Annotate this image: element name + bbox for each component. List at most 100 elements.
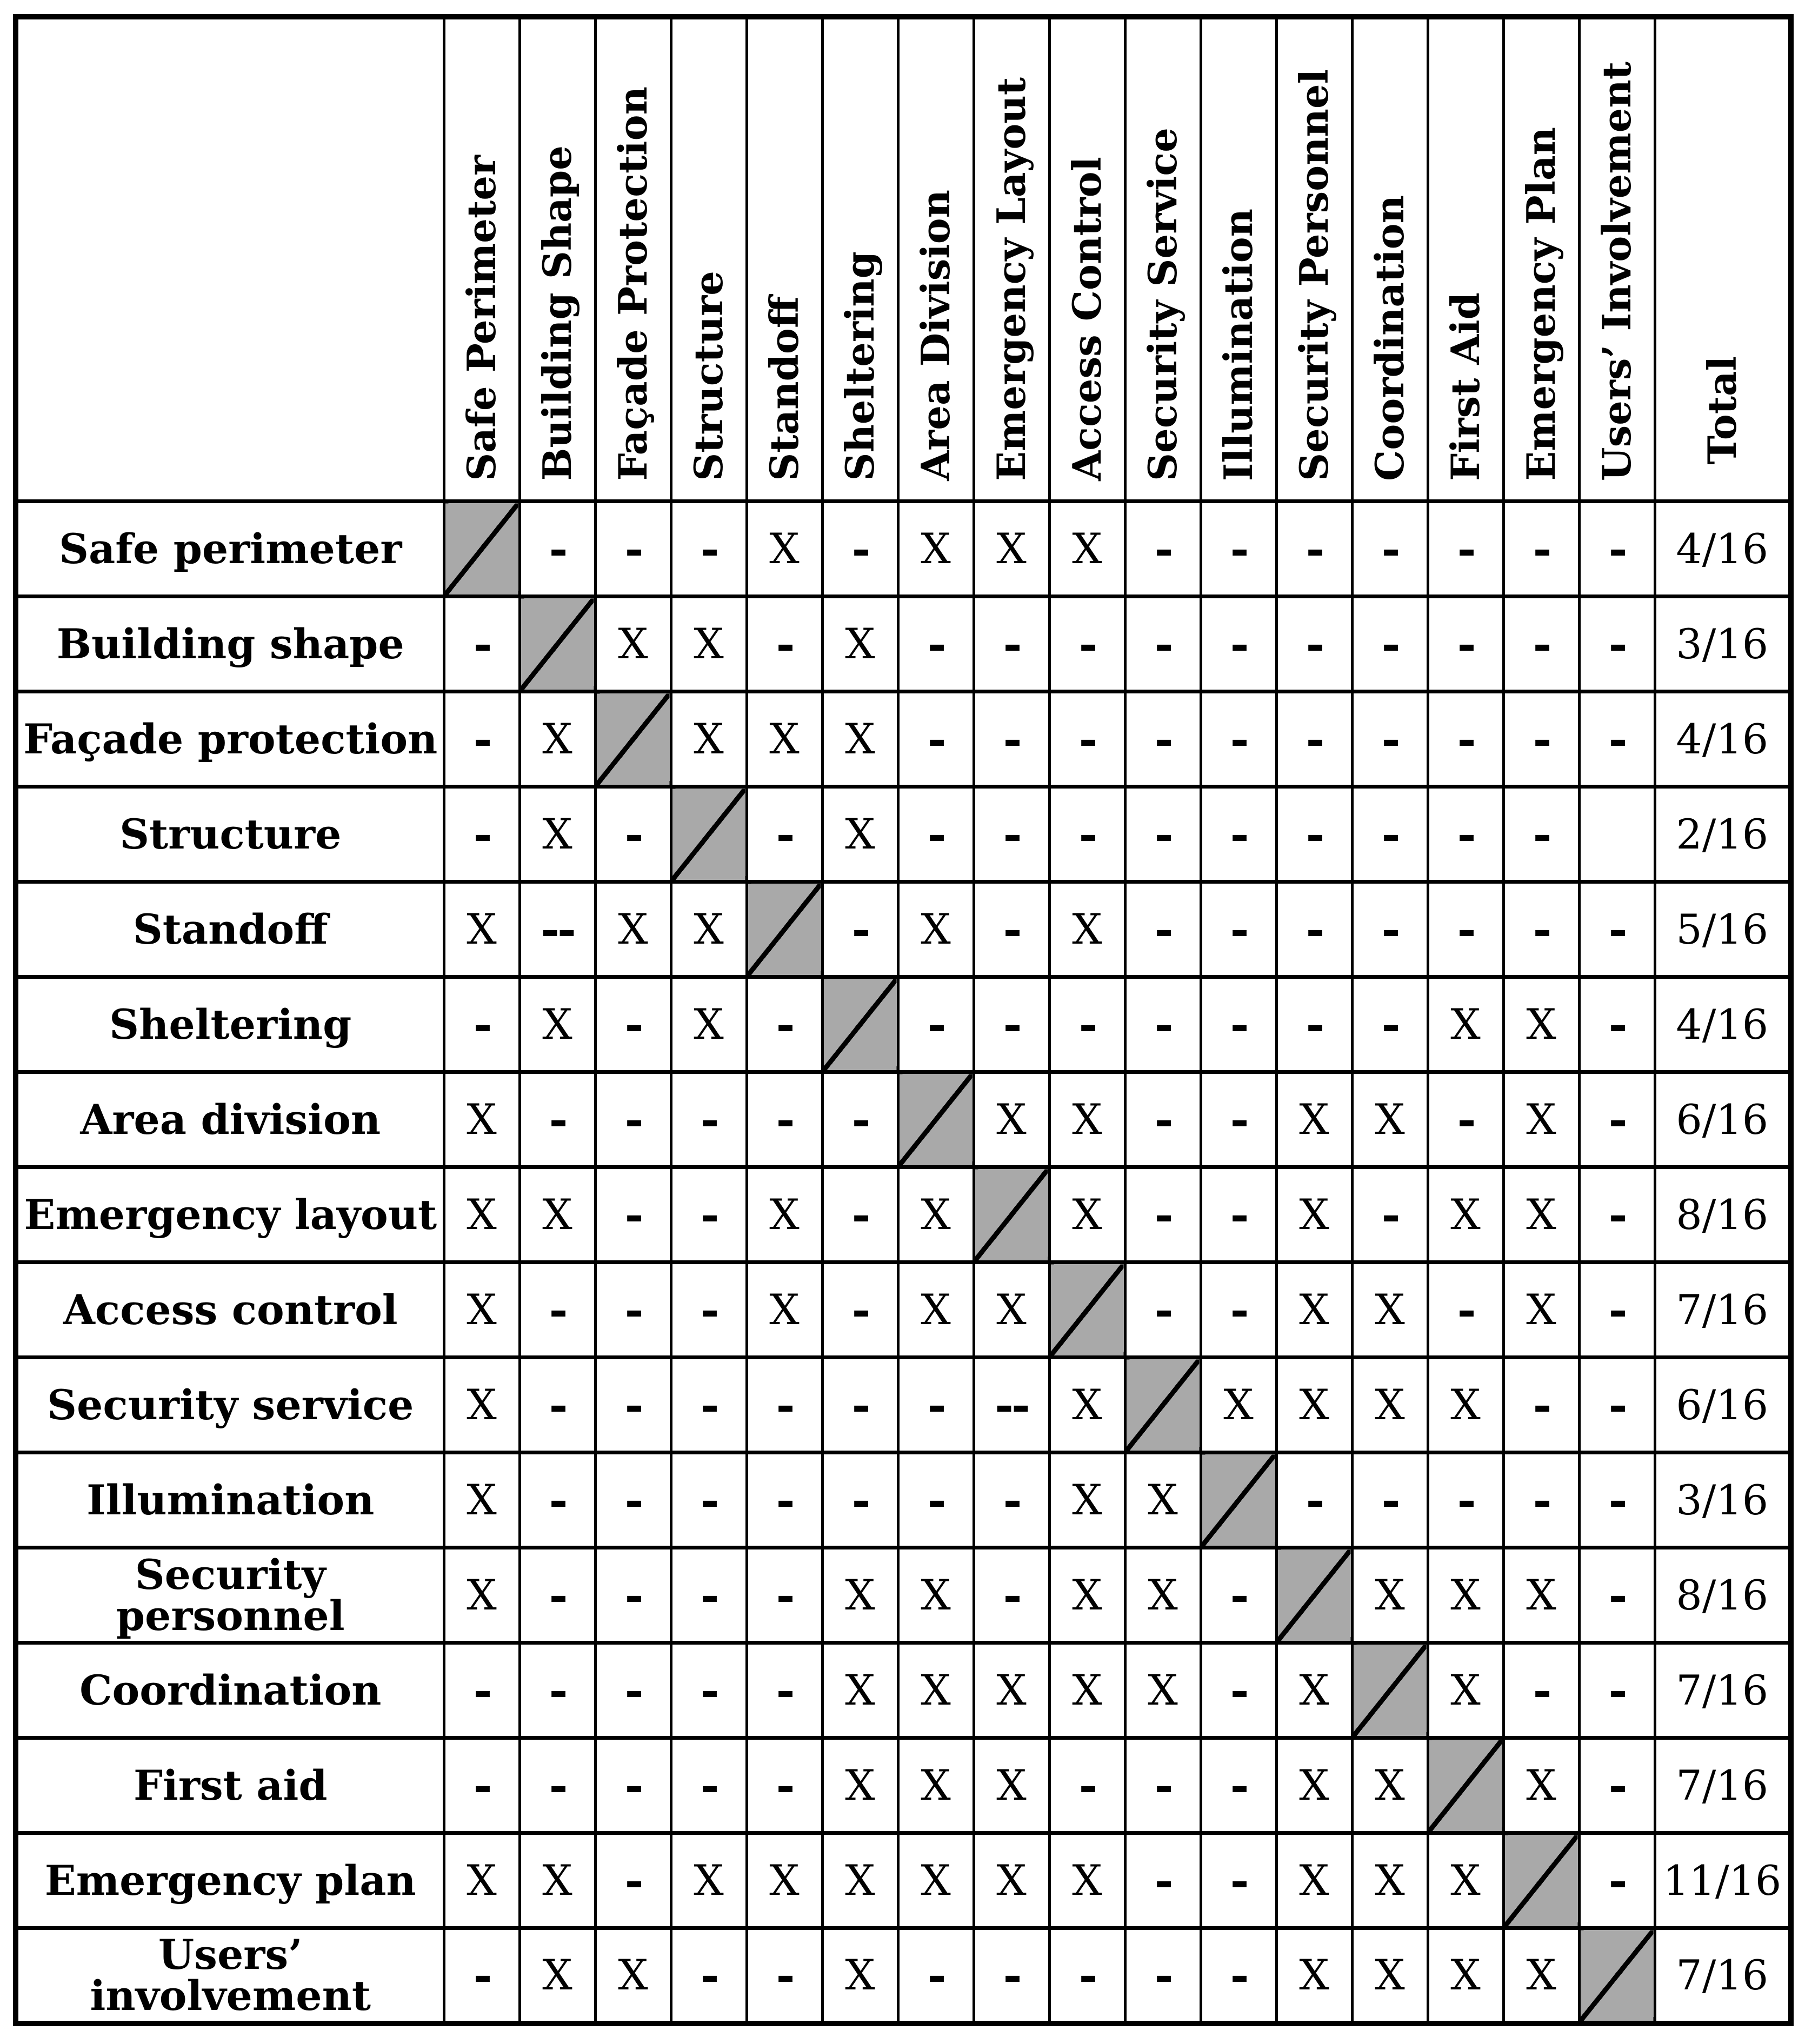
- column-header: Standoff: [745, 15, 824, 503]
- matrix-cell: -: [821, 1260, 900, 1359]
- matrix-cell: X: [518, 975, 597, 1074]
- diagonal-cell: [745, 880, 824, 979]
- column-header-wrap: Access Control: [1052, 21, 1122, 498]
- matrix-cell: -: [1199, 975, 1278, 1074]
- matrix-cell: -: [1577, 1355, 1656, 1454]
- matrix-cell: -: [594, 1641, 672, 1740]
- total-cell: 7/16: [1653, 1260, 1793, 1359]
- total-cell: 7/16: [1653, 1926, 1793, 2025]
- diagonal-cell: [1048, 1260, 1127, 1359]
- column-header-wrap: Area Division: [901, 21, 971, 498]
- matrix-cell: -: [745, 975, 824, 1074]
- matrix-cell: X: [1048, 1451, 1127, 1549]
- column-header-label: Coordination: [1367, 195, 1413, 481]
- matrix-cell: -: [821, 1165, 900, 1264]
- matrix-cell: -: [972, 595, 1051, 693]
- column-header: Façade Protection: [594, 15, 672, 503]
- matrix-cell: X: [896, 880, 975, 979]
- matrix-cell: X: [1123, 1546, 1202, 1645]
- matrix-row: Emergency plan X X - X X X X X X - - X X X -11/16: [14, 1831, 1793, 1930]
- matrix-row: Standoff X -- X X - X - X - - - - - - -5/16: [14, 880, 1793, 979]
- matrix-cell: -: [1350, 1165, 1429, 1264]
- matrix-cell: X: [896, 1641, 975, 1740]
- matrix-cell: -: [972, 1926, 1051, 2025]
- column-header-wrap: Users’ Involvement: [1582, 21, 1652, 498]
- column-header-wrap: Sheltering: [825, 21, 895, 498]
- column-header-label: First Aid: [1442, 292, 1488, 481]
- matrix-cell: X: [1048, 1070, 1127, 1169]
- matrix-cell: -: [518, 1641, 597, 1740]
- matrix-cell: X: [1275, 1831, 1354, 1930]
- matrix-cell: -: [1350, 1451, 1429, 1549]
- matrix-cell: -: [669, 1260, 748, 1359]
- matrix-cell: X: [1350, 1260, 1429, 1359]
- matrix-row: Users’ involvement - X X - - X - - - - - X X X X 7/16: [14, 1926, 1793, 2025]
- matrix-cell: X: [1275, 1641, 1354, 1740]
- total-cell: 4/16: [1653, 499, 1793, 598]
- total-cell: 2/16: [1653, 785, 1793, 884]
- column-header-wrap: Building Shape: [522, 21, 592, 498]
- matrix-cell: -: [745, 1736, 824, 1835]
- row-header: Emergency layout: [14, 1165, 445, 1264]
- matrix-cell: -: [594, 1736, 672, 1835]
- matrix-cell: -: [1199, 880, 1278, 979]
- column-header-wrap: Emergency Layout: [976, 21, 1047, 498]
- matrix-cell: -: [1502, 880, 1581, 979]
- matrix-cell: -: [896, 975, 975, 1074]
- matrix-cell: X: [896, 1546, 975, 1645]
- matrix-cell: X: [1275, 1926, 1354, 2025]
- matrix-cell: -: [669, 1546, 748, 1645]
- matrix-cell: -: [1350, 880, 1429, 979]
- matrix-cell: -: [745, 595, 824, 693]
- matrix-cell: -: [1577, 1736, 1656, 1835]
- matrix-cell: X: [1502, 1926, 1581, 2025]
- matrix-cell: -: [1502, 1641, 1581, 1740]
- matrix-cell: -: [1502, 499, 1581, 598]
- matrix-row: Structure - X - - X - - - - - - - - -2/16: [14, 785, 1793, 884]
- row-header: Coordination: [14, 1641, 445, 1740]
- matrix-cell: X: [1350, 1070, 1429, 1169]
- column-header: Illumination: [1199, 15, 1278, 503]
- matrix-cell: -: [1577, 1260, 1656, 1359]
- matrix-cell: X: [1123, 1641, 1202, 1740]
- matrix-cell: -: [1275, 975, 1354, 1074]
- matrix-cell: -: [1123, 880, 1202, 979]
- matrix-cell: X: [442, 880, 521, 979]
- matrix-cell: X: [972, 1641, 1051, 1740]
- matrix-cell: -: [669, 1641, 748, 1740]
- column-header: Building Shape: [518, 15, 597, 503]
- matrix-cell: -: [1048, 1736, 1127, 1835]
- matrix-cell: X: [442, 1165, 521, 1264]
- matrix-cell: -: [1577, 975, 1656, 1074]
- matrix-cell: X: [1275, 1070, 1354, 1169]
- matrix-cell: -: [1199, 595, 1278, 693]
- column-header-label: Area Division: [913, 190, 958, 481]
- matrix-cell: -: [1123, 690, 1202, 789]
- matrix-cell: -: [896, 690, 975, 789]
- matrix-cell: -: [972, 975, 1051, 1074]
- matrix-cell: -: [896, 595, 975, 693]
- matrix-cell: -: [1350, 595, 1429, 693]
- matrix-cell: X: [1048, 1165, 1127, 1264]
- matrix-cell: X: [1502, 1546, 1581, 1645]
- matrix-cell: X: [745, 1260, 824, 1359]
- row-header: Façade protection: [14, 690, 445, 789]
- matrix-cell: -: [1577, 1451, 1656, 1549]
- matrix-cell: -: [442, 975, 521, 1074]
- matrix-cell: -: [594, 499, 672, 598]
- matrix-cell: -: [896, 1355, 975, 1454]
- matrix-cell: X: [972, 499, 1051, 598]
- row-header: Security personnel: [14, 1546, 445, 1645]
- column-header-wrap: Safe Perimeter: [447, 21, 517, 498]
- column-header: Area Division: [896, 15, 975, 503]
- matrix-cell: X: [518, 1165, 597, 1264]
- matrix-cell: X: [442, 1546, 521, 1645]
- matrix-cell: X: [1426, 1165, 1505, 1264]
- column-header-label: Sheltering: [837, 251, 883, 481]
- matrix-row: First aid - - - - - X X X - - - X X X -7/16: [14, 1736, 1793, 1835]
- matrix-cell: X: [1350, 1355, 1429, 1454]
- matrix-cell: X: [821, 595, 900, 693]
- matrix-cell: X: [821, 1641, 900, 1740]
- matrix-cell: -: [1275, 595, 1354, 693]
- column-header: Safe Perimeter: [442, 15, 521, 503]
